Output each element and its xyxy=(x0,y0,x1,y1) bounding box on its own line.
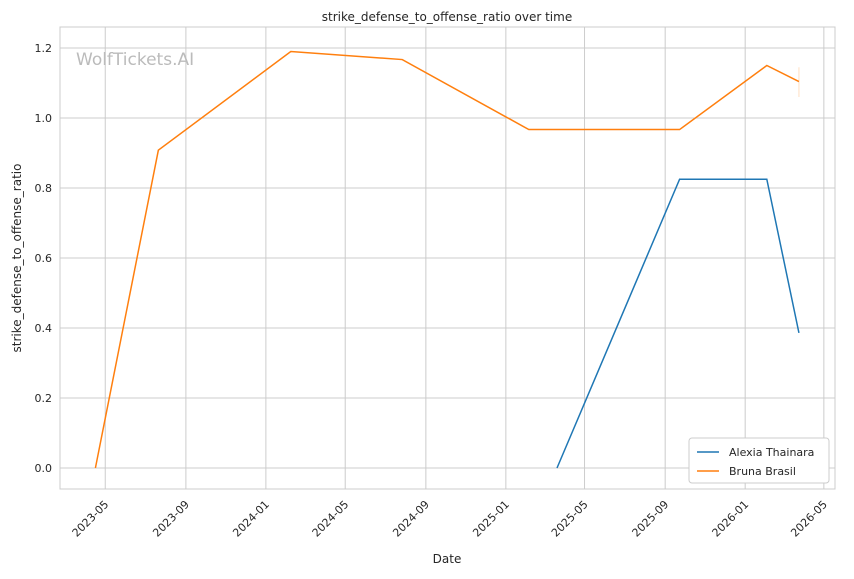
x-tick-label: 2025-01 xyxy=(470,498,512,540)
legend: Alexia Thainara Bruna Brasil xyxy=(688,437,830,484)
legend-label: Alexia Thainara xyxy=(729,446,814,459)
y-axis-label: strike_defense_to_offense_ratio xyxy=(10,164,24,353)
x-axis-label: Date xyxy=(433,552,462,566)
y-tick-label: 0.2 xyxy=(35,392,53,405)
series-line xyxy=(94,50,800,469)
x-tick-label: 2023-09 xyxy=(150,498,192,540)
x-tick-label: 2025-05 xyxy=(549,498,591,540)
x-tick-label: 2026-05 xyxy=(788,498,830,540)
x-tick-label: 2024-05 xyxy=(310,498,352,540)
chart-title: strike_defense_to_offense_ratio over tim… xyxy=(322,10,572,24)
x-tick-label: 2024-01 xyxy=(230,498,272,540)
watermark: WolfTickets.AI xyxy=(76,50,194,70)
x-tick-label: 2025-09 xyxy=(630,498,672,540)
series-line xyxy=(556,178,800,469)
x-tick-label: 2026-01 xyxy=(710,498,752,540)
y-tick-label: 1.2 xyxy=(35,42,53,55)
x-tick-label: 2024-09 xyxy=(390,498,432,540)
y-tick-label: 0.8 xyxy=(35,182,53,195)
y-tick-label: 1.0 xyxy=(35,112,53,125)
y-tick-label: 0.4 xyxy=(35,322,53,335)
x-tick-label: 2023-05 xyxy=(70,498,112,540)
plot-frame xyxy=(59,26,836,490)
legend-label: Bruna Brasil xyxy=(729,465,796,478)
y-tick-label: 0.0 xyxy=(35,462,53,475)
y-tick-label: 0.6 xyxy=(35,252,53,265)
